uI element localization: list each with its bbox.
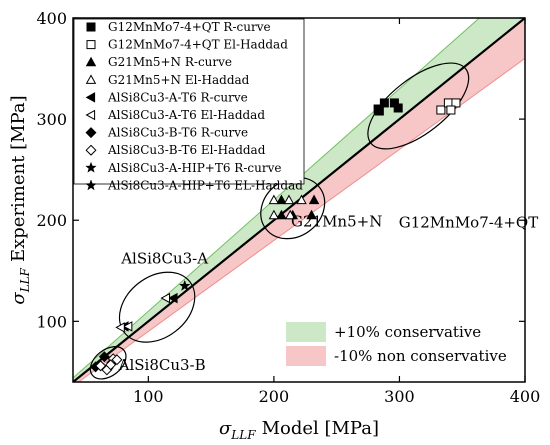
annotation-3: AlSi8Cu3-B: [118, 356, 206, 374]
legend-label-1: G12MnMo7-4+QT El-Haddad: [108, 38, 288, 52]
annotation-1: G21Mn5+N: [291, 212, 382, 230]
group-ellipses: [89, 62, 470, 380]
y-tick-label-2: 300: [36, 110, 67, 129]
x-axis-title-text: Model [MPa]: [262, 418, 379, 439]
y-axis-title-subscript: LLF: [18, 267, 32, 293]
legend-label-9: AlSi8Cu3-A-HIP+T6 EL-Haddad: [107, 178, 303, 192]
data-point-s5-1: [122, 321, 133, 332]
x-axis-title: σLLF Model [MPa]: [219, 418, 379, 442]
data-point-s0-1: [379, 98, 389, 108]
data-point-s7-2: [111, 354, 123, 366]
band-legend-label-1: -10% non conservative: [334, 347, 507, 365]
data-point-s6-1: [98, 351, 110, 363]
legend: G12MnMo7-4+QT R-curve G12MnMo7-4+QT El-Ha…: [73, 18, 305, 192]
legend-marker-6: [85, 127, 97, 139]
data-point-s7-0: [95, 360, 107, 372]
x-axis-title-symbol: σ: [219, 418, 232, 439]
ellipse-3: [89, 346, 127, 380]
legend-label-4: AlSi8Cu3-A-T6 R-curve: [107, 90, 248, 104]
legend-marker-9: [85, 179, 97, 191]
legend-marker-0: [86, 22, 96, 32]
data-point-s1-0: [436, 105, 446, 115]
data-points: [90, 98, 461, 376]
y-tick-label-3: 400: [36, 9, 67, 28]
data-point-s5-0: [160, 292, 171, 304]
x-tick-label-0: 100: [133, 387, 164, 406]
legend-label-8: AlSi8Cu3-A-HIP+T6 R-curve: [107, 161, 281, 175]
legend-marker-5: [85, 109, 96, 121]
data-point-s1-3: [446, 105, 456, 115]
legend-label-5: AlSi8Cu3-A-T6 El-Haddad: [107, 108, 265, 122]
band-legend-swatch-0: [286, 322, 326, 342]
data-point-s2-0: [276, 194, 287, 205]
legend-label-3: G21Mn5+N El-Haddad: [108, 73, 250, 87]
data-point-s0-3: [393, 103, 403, 113]
x-tick-label-3: 400: [510, 387, 541, 406]
data-point-s5-2: [115, 322, 125, 333]
x-tick-label-1: 200: [259, 387, 290, 406]
legend-marker-7: [85, 144, 97, 156]
legend-marker-3: [85, 74, 97, 84]
data-point-s3-1: [268, 209, 280, 220]
band-legend: +10% conservative -10% non conservative: [286, 322, 507, 366]
y-tick-label-1: 200: [36, 211, 67, 230]
legend-marker-1: [86, 40, 96, 50]
data-point-s7-4: [105, 359, 117, 371]
y-axis-title-symbol: σ: [8, 292, 29, 305]
data-point-s8-0: [178, 279, 191, 291]
annotation-0: G12MnMo7-4+QT: [399, 213, 539, 231]
legend-box: [73, 18, 305, 185]
band-legend-label-0: +10% conservative: [334, 323, 481, 341]
data-point-s3-0: [268, 194, 280, 205]
y-axis-title: σLLF Experiment [MPa]: [8, 95, 32, 304]
y-axis-title-text: Experiment [MPa]: [8, 95, 29, 262]
data-point-s0-4: [374, 106, 384, 116]
legend-marker-4: [85, 92, 96, 103]
data-point-s3-3: [284, 209, 296, 220]
ellipse-2: [118, 271, 196, 343]
legend-label-0: G12MnMo7-4+QT R-curve: [108, 20, 271, 34]
band-legend-swatch-1: [286, 346, 326, 366]
y-tick-label-0: 100: [36, 312, 67, 331]
ellipse-1: [260, 176, 326, 240]
x-axis-title-subscript: LLF: [230, 428, 256, 442]
legend-label-2: G21Mn5+N R-curve: [108, 55, 232, 69]
x-tick-label-2: 300: [384, 387, 415, 406]
legend-marker-2: [85, 56, 97, 67]
data-point-s1-2: [451, 98, 461, 108]
annotation-2: AlSi8Cu3-A: [120, 250, 208, 268]
data-point-s3-2: [283, 194, 295, 205]
legend-label-6: AlSi8Cu3-B-T6 R-curve: [107, 126, 248, 140]
data-point-s2-1: [276, 209, 287, 220]
data-point-s3-4: [296, 194, 307, 205]
ellipse-0: [367, 62, 470, 150]
legend-marker-8: [85, 161, 97, 173]
data-point-s2-4: [308, 194, 320, 205]
data-point-s2-3: [306, 209, 317, 220]
data-point-s4-0: [168, 292, 178, 304]
plot-frame: [72, 17, 526, 383]
group-annotations: G12MnMo7-4+QT G21Mn5+N AlSi8Cu3-A AlSi8Cu3-…: [118, 212, 539, 374]
legend-label-7: AlSi8Cu3-B-T6 El-Haddad: [107, 143, 266, 157]
axis-ticks: 100 200 300 400 100 200 300 400: [36, 9, 540, 406]
